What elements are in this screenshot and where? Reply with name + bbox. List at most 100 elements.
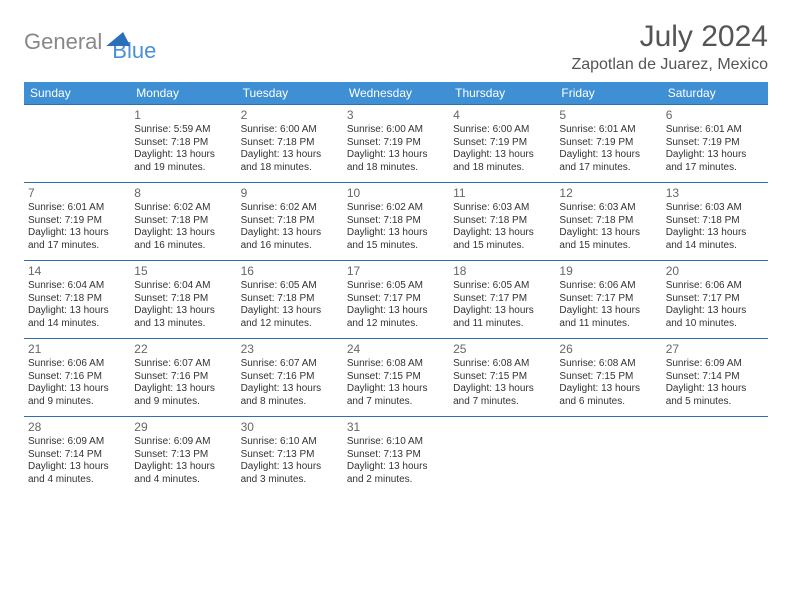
sunrise-line: Sunrise: 6:00 AM [241,124,339,137]
logo-text-general: General [24,29,102,55]
sunrise-line: Sunrise: 6:06 AM [559,280,657,293]
calendar-day-cell: 23Sunrise: 6:07 AMSunset: 7:16 PMDayligh… [237,339,343,417]
day-number: 25 [453,342,551,357]
calendar-week-row: 7Sunrise: 6:01 AMSunset: 7:19 PMDaylight… [24,183,768,261]
sunset-line: Sunset: 7:15 PM [559,371,657,384]
day-number: 19 [559,264,657,279]
sunrise-line: Sunrise: 6:09 AM [666,358,764,371]
sunrise-line: Sunrise: 6:02 AM [134,202,232,215]
calendar-week-row: 21Sunrise: 6:06 AMSunset: 7:16 PMDayligh… [24,339,768,417]
calendar-week-row: 28Sunrise: 6:09 AMSunset: 7:14 PMDayligh… [24,417,768,495]
calendar-day-cell: 12Sunrise: 6:03 AMSunset: 7:18 PMDayligh… [555,183,661,261]
sunrise-line: Sunrise: 6:08 AM [453,358,551,371]
sunset-line: Sunset: 7:17 PM [666,293,764,306]
calendar-day-cell: 25Sunrise: 6:08 AMSunset: 7:15 PMDayligh… [449,339,555,417]
calendar-day-cell: 8Sunrise: 6:02 AMSunset: 7:18 PMDaylight… [130,183,236,261]
page-header: General Blue July 2024 Zapotlan de Juare… [24,20,768,74]
sunset-line: Sunset: 7:18 PM [241,137,339,150]
sunrise-line: Sunrise: 6:05 AM [347,280,445,293]
calendar-day-cell: 19Sunrise: 6:06 AMSunset: 7:17 PMDayligh… [555,261,661,339]
calendar-day-cell: 30Sunrise: 6:10 AMSunset: 7:13 PMDayligh… [237,417,343,495]
calendar-day-cell: 18Sunrise: 6:05 AMSunset: 7:17 PMDayligh… [449,261,555,339]
day-header: Sunday [24,82,130,105]
daylight-line: Daylight: 13 hours and 11 minutes. [559,305,657,330]
day-number: 21 [28,342,126,357]
daylight-line: Daylight: 13 hours and 18 minutes. [453,149,551,174]
calendar-day-cell: 22Sunrise: 6:07 AMSunset: 7:16 PMDayligh… [130,339,236,417]
day-number: 24 [347,342,445,357]
day-number: 7 [28,186,126,201]
sunrise-line: Sunrise: 6:03 AM [559,202,657,215]
calendar-day-cell: 24Sunrise: 6:08 AMSunset: 7:15 PMDayligh… [343,339,449,417]
calendar-day-cell: 17Sunrise: 6:05 AMSunset: 7:17 PMDayligh… [343,261,449,339]
day-header: Saturday [662,82,768,105]
day-header: Wednesday [343,82,449,105]
daylight-line: Daylight: 13 hours and 16 minutes. [134,227,232,252]
sunset-line: Sunset: 7:18 PM [453,215,551,228]
sunset-line: Sunset: 7:18 PM [666,215,764,228]
calendar-day-cell: 4Sunrise: 6:00 AMSunset: 7:19 PMDaylight… [449,105,555,183]
calendar-day-cell [555,417,661,495]
sunset-line: Sunset: 7:14 PM [28,449,126,462]
day-number: 4 [453,108,551,123]
sunset-line: Sunset: 7:13 PM [134,449,232,462]
calendar-day-cell: 15Sunrise: 6:04 AMSunset: 7:18 PMDayligh… [130,261,236,339]
daylight-line: Daylight: 13 hours and 17 minutes. [28,227,126,252]
day-number: 3 [347,108,445,123]
calendar-day-cell: 28Sunrise: 6:09 AMSunset: 7:14 PMDayligh… [24,417,130,495]
day-number: 17 [347,264,445,279]
calendar-day-cell: 11Sunrise: 6:03 AMSunset: 7:18 PMDayligh… [449,183,555,261]
title-block: July 2024 Zapotlan de Juarez, Mexico [571,20,768,74]
day-number: 15 [134,264,232,279]
sunset-line: Sunset: 7:19 PM [28,215,126,228]
daylight-line: Daylight: 13 hours and 19 minutes. [134,149,232,174]
day-number: 13 [666,186,764,201]
sunset-line: Sunset: 7:13 PM [241,449,339,462]
calendar-day-cell: 9Sunrise: 6:02 AMSunset: 7:18 PMDaylight… [237,183,343,261]
day-number: 6 [666,108,764,123]
daylight-line: Daylight: 13 hours and 18 minutes. [347,149,445,174]
day-number: 30 [241,420,339,435]
calendar-day-cell: 7Sunrise: 6:01 AMSunset: 7:19 PMDaylight… [24,183,130,261]
sunrise-line: Sunrise: 6:03 AM [666,202,764,215]
sunrise-line: Sunrise: 6:07 AM [241,358,339,371]
sunrise-line: Sunrise: 6:04 AM [134,280,232,293]
sunrise-line: Sunrise: 6:06 AM [28,358,126,371]
calendar-day-cell: 3Sunrise: 6:00 AMSunset: 7:19 PMDaylight… [343,105,449,183]
sunset-line: Sunset: 7:18 PM [134,215,232,228]
calendar-day-cell: 31Sunrise: 6:10 AMSunset: 7:13 PMDayligh… [343,417,449,495]
calendar-day-cell: 10Sunrise: 6:02 AMSunset: 7:18 PMDayligh… [343,183,449,261]
month-title: July 2024 [571,20,768,54]
daylight-line: Daylight: 13 hours and 14 minutes. [28,305,126,330]
sunset-line: Sunset: 7:18 PM [241,215,339,228]
sunset-line: Sunset: 7:18 PM [134,293,232,306]
sunrise-line: Sunrise: 6:09 AM [28,436,126,449]
daylight-line: Daylight: 13 hours and 12 minutes. [241,305,339,330]
sunrise-line: Sunrise: 6:10 AM [241,436,339,449]
day-number: 29 [134,420,232,435]
sunrise-line: Sunrise: 6:01 AM [666,124,764,137]
calendar-week-row: 1Sunrise: 5:59 AMSunset: 7:18 PMDaylight… [24,105,768,183]
sunset-line: Sunset: 7:15 PM [347,371,445,384]
daylight-line: Daylight: 13 hours and 5 minutes. [666,383,764,408]
sunrise-line: Sunrise: 6:07 AM [134,358,232,371]
sunrise-line: Sunrise: 6:02 AM [241,202,339,215]
sunrise-line: Sunrise: 6:01 AM [559,124,657,137]
sunrise-line: Sunrise: 6:06 AM [666,280,764,293]
day-number: 12 [559,186,657,201]
calendar-day-cell: 21Sunrise: 6:06 AMSunset: 7:16 PMDayligh… [24,339,130,417]
daylight-line: Daylight: 13 hours and 17 minutes. [666,149,764,174]
sunset-line: Sunset: 7:17 PM [347,293,445,306]
daylight-line: Daylight: 13 hours and 9 minutes. [28,383,126,408]
daylight-line: Daylight: 13 hours and 16 minutes. [241,227,339,252]
calendar-day-cell: 26Sunrise: 6:08 AMSunset: 7:15 PMDayligh… [555,339,661,417]
sunset-line: Sunset: 7:19 PM [347,137,445,150]
calendar-day-cell: 14Sunrise: 6:04 AMSunset: 7:18 PMDayligh… [24,261,130,339]
sunset-line: Sunset: 7:13 PM [347,449,445,462]
sunset-line: Sunset: 7:19 PM [559,137,657,150]
daylight-line: Daylight: 13 hours and 9 minutes. [134,383,232,408]
calendar-day-cell: 16Sunrise: 6:05 AMSunset: 7:18 PMDayligh… [237,261,343,339]
calendar-week-row: 14Sunrise: 6:04 AMSunset: 7:18 PMDayligh… [24,261,768,339]
day-number: 28 [28,420,126,435]
sunrise-line: Sunrise: 6:09 AM [134,436,232,449]
